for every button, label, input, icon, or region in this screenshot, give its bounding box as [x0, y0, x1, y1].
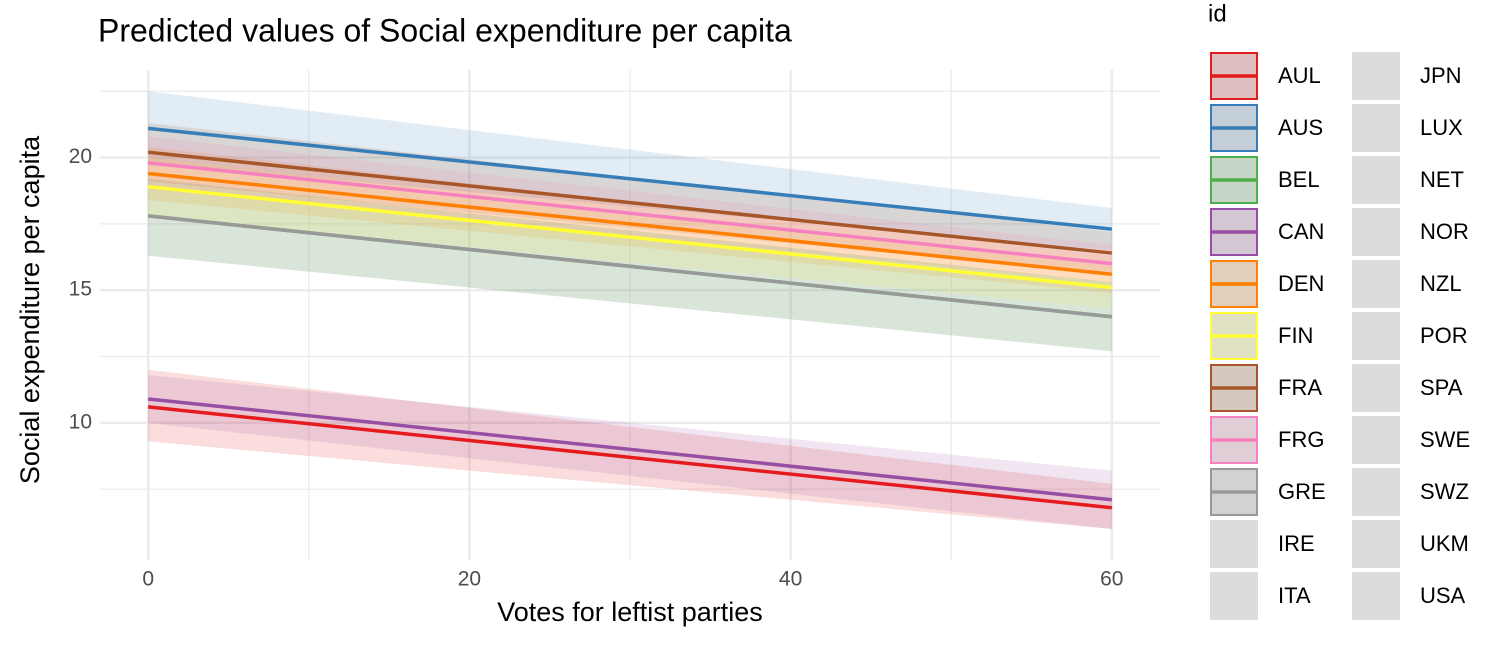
x-tick-label: 60	[1100, 568, 1123, 591]
legend-label: FRG	[1278, 427, 1324, 452]
legend-key	[1352, 104, 1400, 152]
legend-label: POR	[1420, 323, 1468, 348]
legend-key	[1210, 520, 1258, 568]
chart-title: Predicted values of Social expenditure p…	[98, 12, 792, 48]
legend-key	[1352, 156, 1400, 204]
x-tick-label: 0	[142, 568, 154, 591]
y-tick-label: 10	[69, 410, 92, 433]
legend-label: FIN	[1278, 323, 1313, 348]
legend-label: LUX	[1420, 115, 1463, 140]
legend-title: id	[1208, 0, 1227, 27]
series-line	[147, 184, 1113, 290]
legend-label: USA	[1420, 583, 1466, 608]
legend-label: IRE	[1278, 531, 1315, 556]
confidence-band	[148, 136, 1112, 283]
legend-key	[1352, 312, 1400, 360]
legend-label: JPN	[1420, 63, 1462, 88]
legend-key	[1352, 52, 1400, 100]
legend-label: AUS	[1278, 115, 1323, 140]
legend-label: SPA	[1420, 375, 1463, 400]
legend-key	[1352, 260, 1400, 308]
y-tick-label: 15	[69, 278, 92, 301]
series-line	[147, 397, 1113, 502]
legend-label: ITA	[1278, 583, 1311, 608]
series-line	[147, 126, 1113, 231]
series-line	[147, 405, 1113, 510]
legend-label: FRA	[1278, 375, 1322, 400]
legend-label: DEN	[1278, 271, 1324, 296]
legend-key	[1352, 364, 1400, 412]
legend-label: SWE	[1420, 427, 1470, 452]
legend-label: GRE	[1278, 479, 1326, 504]
y-axis-title: Social expenditure per capita	[15, 135, 45, 484]
legend-label: NOR	[1420, 219, 1469, 244]
series-line	[147, 161, 1113, 266]
series-line	[147, 171, 1113, 277]
legend-label: AUL	[1278, 63, 1321, 88]
series-line	[147, 150, 1113, 255]
legend-key	[1352, 572, 1400, 620]
legend-label: UKM	[1420, 531, 1469, 556]
confidence-band	[148, 123, 1112, 275]
x-tick-label: 40	[779, 568, 802, 591]
legend-key	[1352, 208, 1400, 256]
confidence-band	[148, 157, 1112, 309]
legend-label: BEL	[1278, 167, 1320, 192]
legend-key	[1352, 520, 1400, 568]
y-tick-label: 20	[69, 145, 92, 168]
legend-label: SWZ	[1420, 479, 1469, 504]
confidence-band	[148, 375, 1112, 529]
legend-label: CAN	[1278, 219, 1324, 244]
confidence-band	[148, 146, 1112, 293]
x-tick-label: 20	[458, 568, 481, 591]
legend-key	[1352, 416, 1400, 464]
legend-label: NET	[1420, 167, 1464, 192]
x-axis-title: Votes for leftist parties	[497, 597, 763, 627]
legend-label: NZL	[1420, 271, 1462, 296]
confidence-band	[148, 91, 1112, 251]
series-line	[147, 214, 1113, 319]
legend-key	[1210, 572, 1258, 620]
legend-key	[1352, 468, 1400, 516]
